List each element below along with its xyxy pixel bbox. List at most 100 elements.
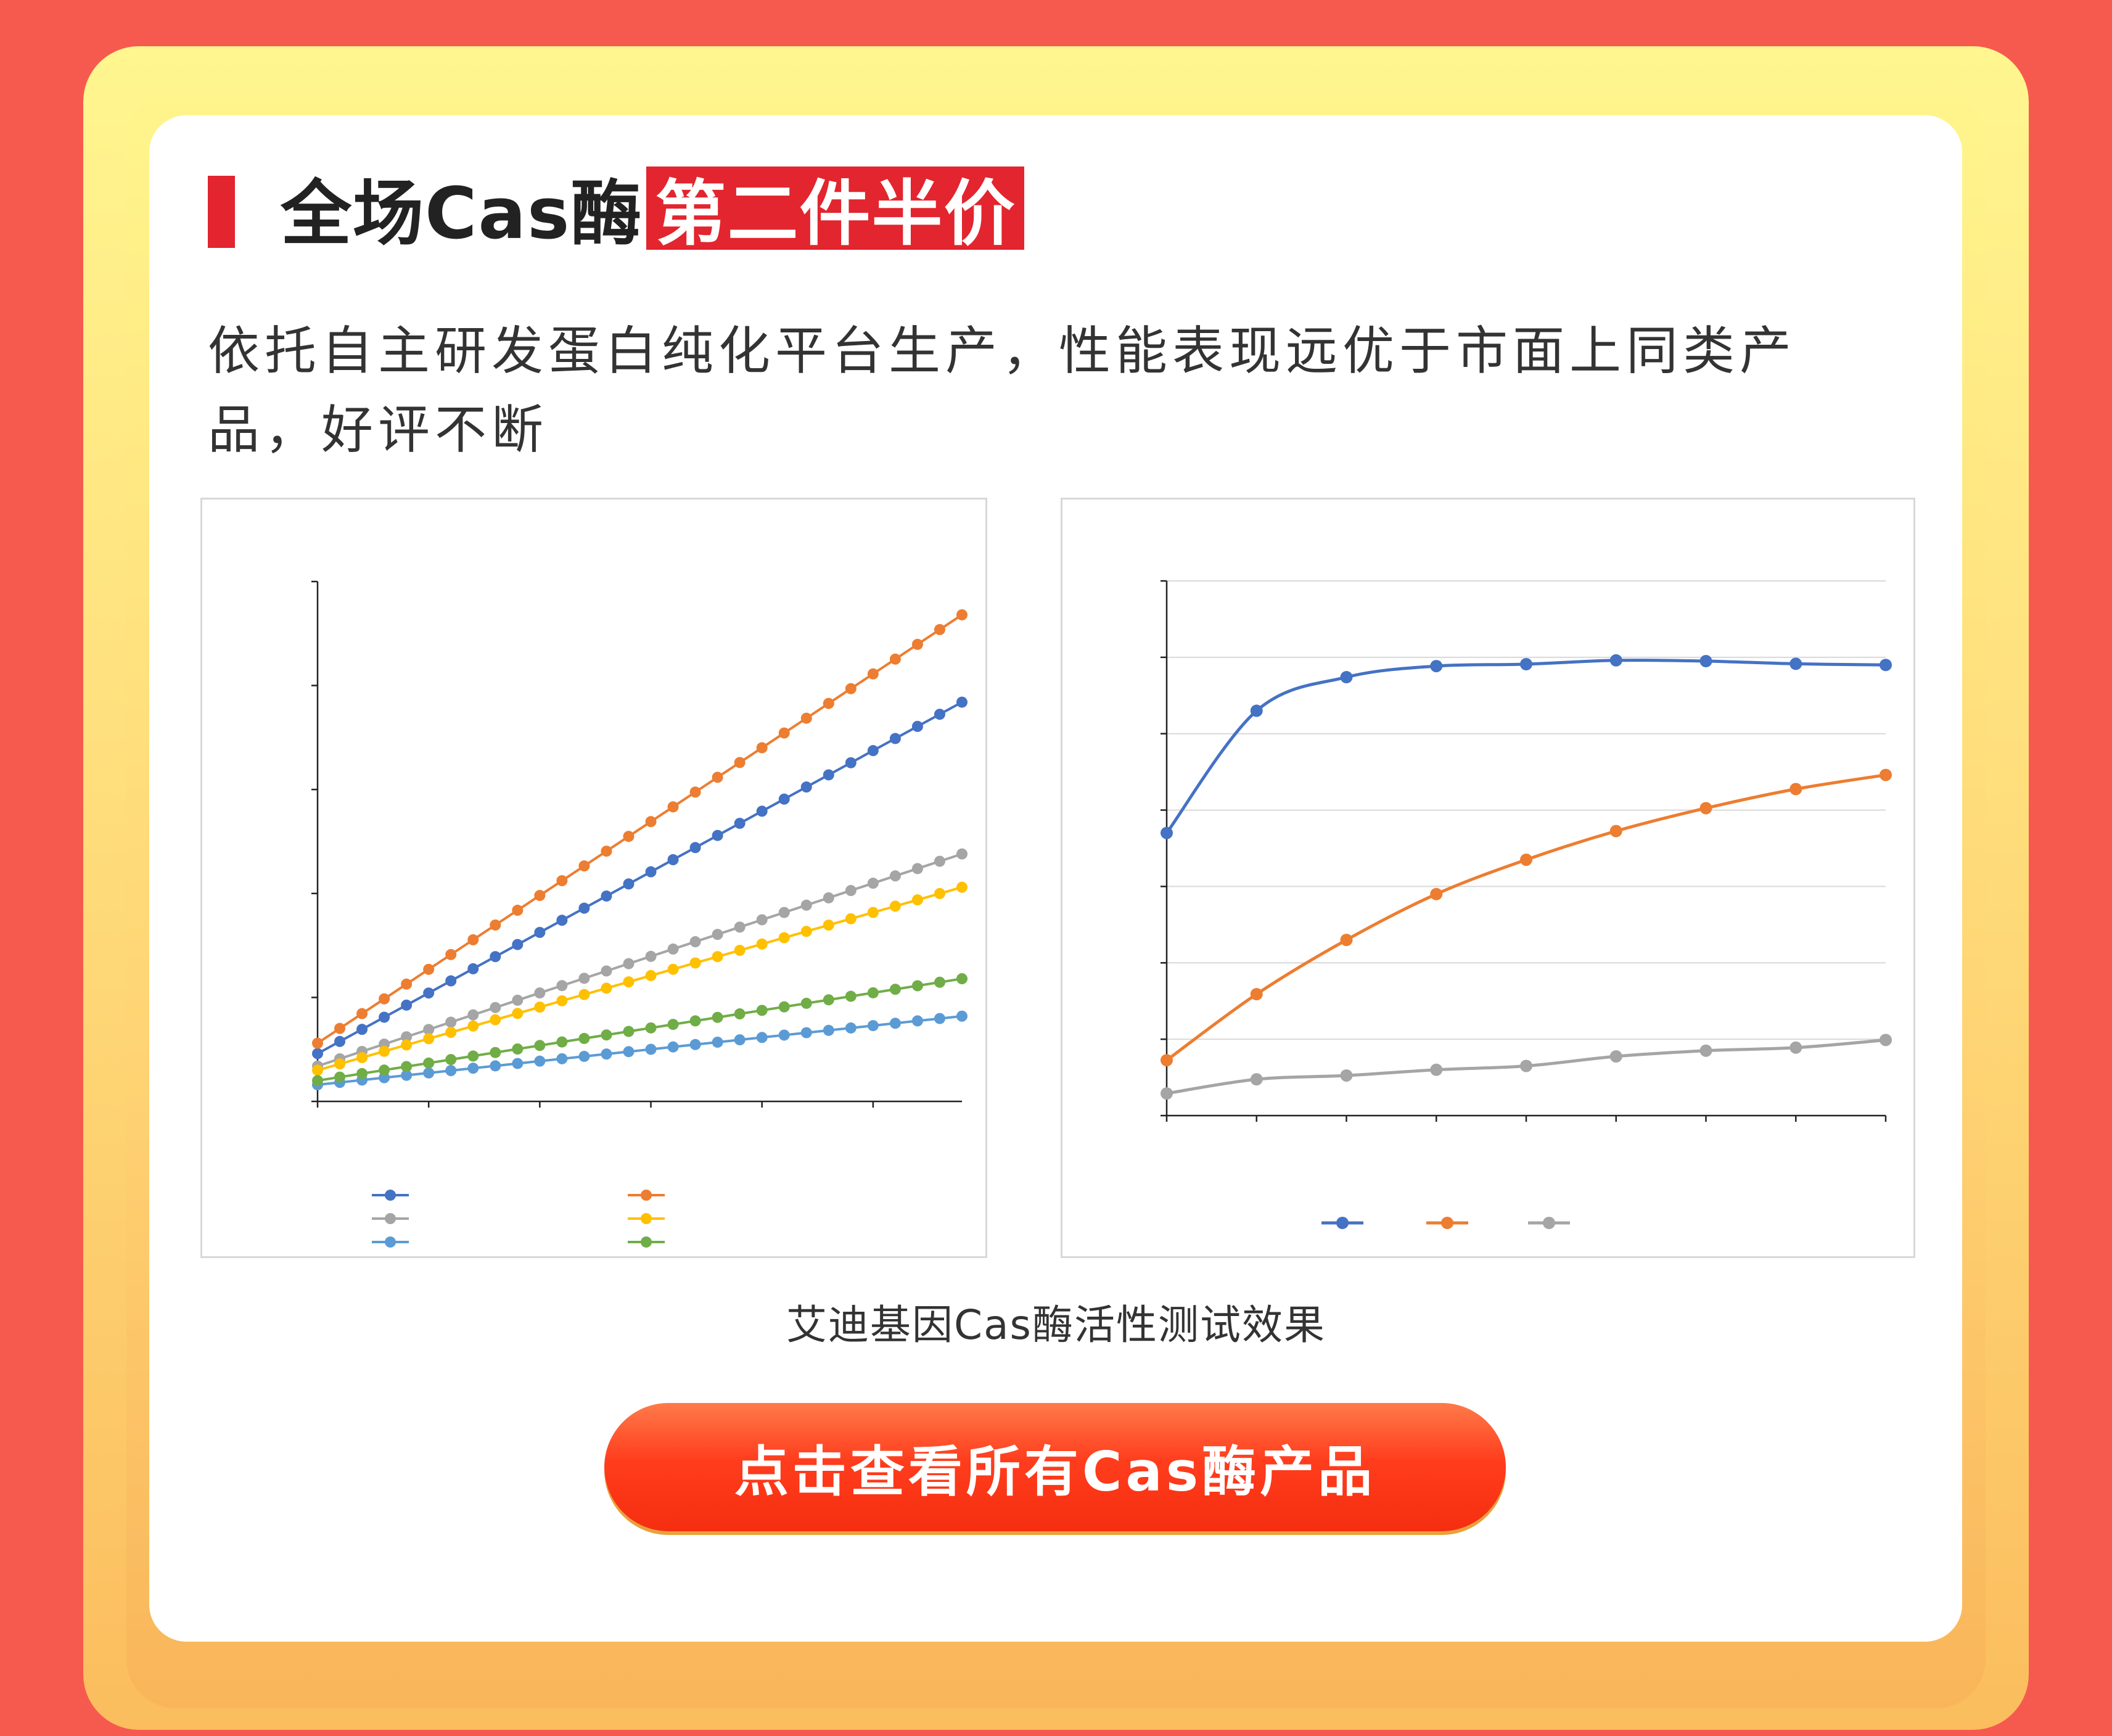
data-point [445,1054,457,1066]
data-point [867,668,879,680]
data-point [689,786,701,798]
data-point [445,1027,457,1039]
data-point [334,1071,346,1083]
data-point [867,1020,879,1032]
data-point [512,1058,524,1069]
data-point [756,1032,768,1043]
data-point [1609,825,1622,837]
data-point [756,914,768,926]
data-point [956,881,968,893]
data-point [1699,655,1712,668]
data-point [379,1045,390,1057]
data-point [667,801,679,813]
data-point [1161,1087,1173,1100]
lwacas13a-chart-svg [1161,580,1892,1229]
data-point [490,1060,501,1072]
data-point [379,993,390,1005]
data-point [689,936,701,948]
data-point [889,653,901,665]
data-point [800,899,812,911]
data-point [1789,783,1802,796]
data-point [534,987,546,999]
data-point [467,963,479,974]
data-point [445,948,457,960]
data-point [1609,654,1622,667]
data-point [423,1067,435,1079]
data-point [667,1019,679,1030]
legend-marker [641,1236,652,1248]
data-point [934,1013,945,1024]
data-point [734,818,746,829]
data-point [578,989,590,1000]
chart-caption: 艾迪基因Cas酶活性测试效果 [786,1301,1326,1349]
data-point [712,771,723,783]
data-point [667,963,679,975]
series-line-1 [1165,773,1886,1062]
data-point [578,860,590,872]
data-point [467,1063,479,1074]
data-point [1609,1050,1622,1063]
series-line-0 [1165,659,1886,834]
data-point [778,1029,790,1041]
legend-marker [641,1213,652,1224]
legend-marker [1336,1217,1349,1229]
data-point [823,919,834,931]
series-line-2 [317,852,963,1068]
data-point [601,1029,612,1041]
data-point [712,1036,723,1048]
data-point [934,887,945,899]
data-point [845,885,857,897]
data-point [401,978,413,990]
data-point [312,1075,323,1087]
data-point [467,934,479,945]
data-point [379,1072,390,1084]
data-point [756,938,768,950]
data-point [490,919,501,931]
data-point [556,875,568,887]
data-point [689,957,701,969]
data-point [356,1024,368,1035]
data-point [845,1022,857,1034]
data-point [645,866,657,878]
data-point [911,894,923,906]
data-point [823,1024,834,1036]
data-point [667,1041,679,1053]
data-point [379,1011,390,1023]
data-point [1250,988,1263,1001]
data-point [623,831,635,842]
legend-marker [641,1190,652,1201]
data-point [645,969,657,981]
data-point [867,745,879,757]
data-point [867,907,879,918]
data-point [556,995,568,1006]
data-point [623,958,635,969]
data-point [334,1022,346,1034]
data-point [534,890,546,902]
data-point [490,1047,501,1058]
data-point [578,902,590,914]
data-point [1340,934,1353,947]
data-point [934,709,945,720]
data-point [823,769,834,781]
series-line-4 [317,1014,963,1087]
title-highlight-badge: 第二件半价 [646,166,1025,255]
data-point [889,984,901,995]
data-point [956,973,968,985]
legend-marker [385,1190,396,1201]
data-point [845,757,857,768]
data-point [889,870,901,882]
data-point [734,945,746,956]
view-all-cas-products-button[interactable]: 点击查看所有Cas酶产品 [604,1403,1506,1531]
data-point [778,1001,790,1013]
data-point [556,980,568,992]
data-point [1520,854,1532,866]
data-point [556,1036,568,1048]
data-point [423,1057,435,1069]
data-point [512,994,524,1006]
data-point [312,1064,323,1076]
data-point [490,1014,501,1026]
data-point [800,926,812,937]
data-point [778,727,790,739]
data-point [956,609,968,620]
data-point [601,982,612,994]
